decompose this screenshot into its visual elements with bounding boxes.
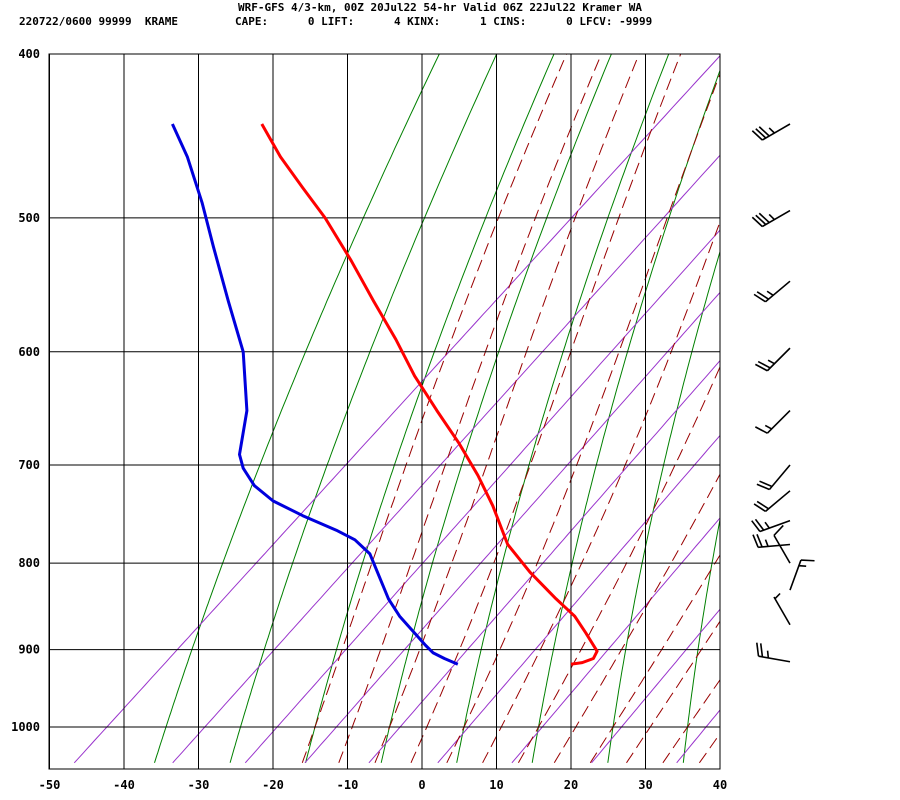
wind-barb: [756, 464, 791, 491]
moist-adiabat-line: [553, 473, 720, 764]
temperature-profile: [260, 123, 599, 666]
dry-adiabat-line: [682, 517, 720, 763]
dry-adiabat-line: [607, 249, 720, 763]
x-tick-label: 30: [638, 778, 652, 792]
mixing-ratio-line: [304, 291, 720, 764]
wind-barbs: [751, 123, 815, 663]
wind-barb: [789, 559, 815, 591]
x-tick-label: 20: [564, 778, 578, 792]
wind-barb: [751, 123, 791, 141]
wind-barb: [751, 209, 791, 228]
dry-adiabat-line: [154, 54, 440, 763]
moist-adiabat-line: [698, 732, 720, 764]
dewpoint-profile: [171, 123, 459, 666]
dry-adiabat-line: [456, 54, 670, 763]
mixing-ratio-line: [511, 517, 720, 764]
y-tick-labels: 400 500 600 700 800 900 1000: [11, 47, 40, 734]
wind-barb: [753, 280, 791, 303]
mixing-ratio-line: [591, 608, 720, 764]
chart-title: WRF-GFS 4/3-km, 00Z 20Jul22 54-hr Valid …: [238, 1, 642, 14]
moist-adiabat-line: [589, 554, 720, 764]
wind-barb: [773, 524, 791, 564]
y-tick-label: 700: [18, 458, 40, 472]
mixing-ratio-line: [172, 154, 720, 764]
dry-adiabat-line: [229, 54, 498, 763]
y-tick-label: 600: [18, 345, 40, 359]
dry-adiabat-line: [380, 54, 612, 763]
x-tick-label: -20: [262, 778, 284, 792]
moist-adiabat-line: [517, 365, 720, 764]
wind-barb: [756, 642, 791, 663]
x-tick-labels: -50 -40 -30 -20 -10 0 10 20 30 40: [39, 778, 728, 792]
x-tick-label: 40: [713, 778, 727, 792]
x-tick-label: 0: [418, 778, 425, 792]
wind-barb: [773, 592, 791, 626]
grid: [49, 54, 720, 769]
dry-adiabat-line: [759, 16, 900, 763]
mixing-ratio-line: [729, 16, 900, 763]
plot-frame: [48, 53, 721, 770]
wind-barb: [754, 347, 791, 372]
dry-adiabat-line: [305, 54, 555, 763]
y-tick-label: 800: [18, 556, 40, 570]
y-tick-label: 1000: [11, 720, 40, 734]
mixing-ratio-line: [73, 55, 720, 764]
y-tick-label: 900: [18, 643, 40, 657]
moist-adiabat-line: [301, 54, 568, 763]
moist-adiabat-line: [482, 220, 720, 764]
moist-adiabat-line: [374, 54, 640, 763]
x-tick-label: -10: [337, 778, 359, 792]
moist-adiabat-line: [338, 54, 602, 763]
mixing-ratio-line: [368, 359, 720, 764]
x-tick-label: -50: [39, 778, 61, 792]
wind-barb: [753, 490, 791, 513]
x-tick-label: 10: [489, 778, 503, 792]
moist-adiabat-line: [410, 54, 682, 763]
stability-indices: CAPE: 0 LIFT: 4 KINX: 1 CINS: 0 LFCV: -9…: [235, 15, 653, 28]
mixing-ratio-line: [244, 229, 720, 764]
wind-barb: [752, 534, 791, 549]
y-tick-label: 500: [18, 211, 40, 225]
wind-barb: [751, 518, 791, 533]
profiles: [171, 123, 599, 666]
dry-adiabat-line: [531, 69, 720, 763]
y-tick-label: 400: [18, 47, 40, 61]
moist-adiabat-line: [626, 620, 720, 764]
mixing-ratio-line: [437, 434, 720, 764]
x-tick-label: -30: [188, 778, 210, 792]
dry-adiabat-line: [834, 16, 900, 763]
station-id: 220722/0600 99999 KRAME: [19, 15, 178, 28]
wind-barb: [754, 410, 791, 434]
x-tick-label: -40: [113, 778, 135, 792]
